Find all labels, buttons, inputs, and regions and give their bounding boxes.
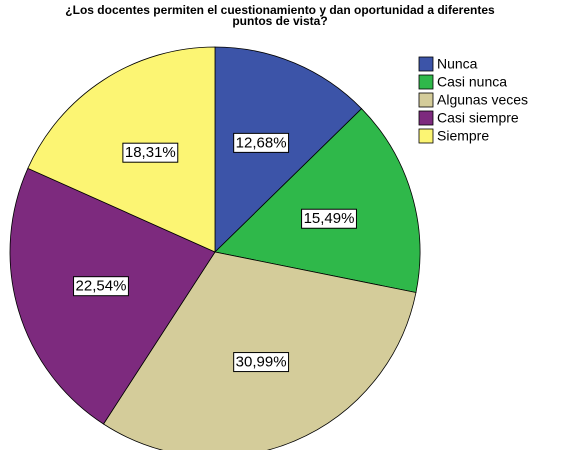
data-label-box [122,142,179,163]
data-label-box [73,276,129,297]
pie-slice [214,108,421,293]
legend-swatch [418,74,434,90]
data-label-text: 22,54% [76,278,127,295]
legend-swatch [418,92,434,108]
data-label-box [301,208,357,229]
pie-slice [27,46,216,253]
chart-title: puntos de vista? [232,14,327,28]
data-label-text: 12,68% [236,134,287,151]
data-label-text: 15,49% [304,210,355,227]
data-label-text: 18,31% [125,144,176,161]
legend-label: Casi siempre [437,110,519,126]
data-label: 22,54% [73,276,129,297]
data-label-box [233,132,290,153]
data-label: 30,99% [233,352,290,373]
data-label: 15,49% [301,208,357,229]
legend-label: Algunas veces [437,92,528,108]
chart-title: ¿Los docentes permiten el cuestionamient… [65,3,495,17]
legend-label: Casi nunca [437,74,507,90]
data-label: 12,68% [233,132,290,153]
pie-slice [102,251,417,450]
data-label-text: 30,99% [236,354,287,371]
legend-label: Nunca [437,56,478,72]
legend-swatch [418,110,434,126]
legend-swatch [418,128,434,144]
data-label: 18,31% [122,142,179,163]
legend-label: Siempre [437,128,489,144]
data-label-box [233,352,290,373]
legend-swatch [418,56,434,72]
